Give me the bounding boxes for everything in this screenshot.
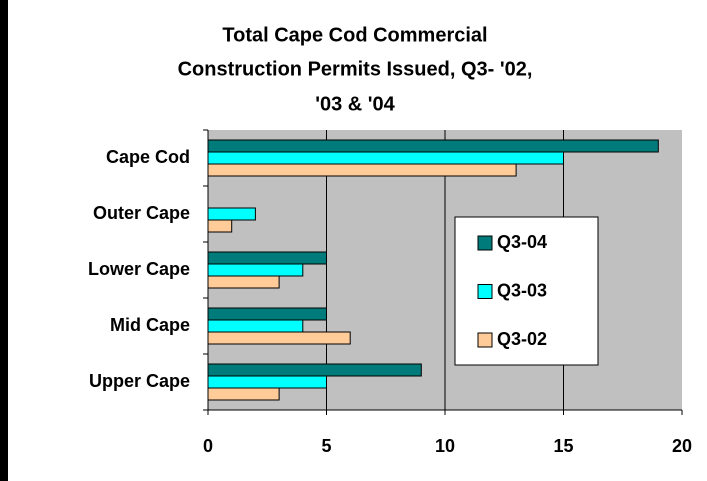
bar bbox=[207, 319, 304, 333]
bar bbox=[207, 263, 304, 277]
legend-label: Q3-02 bbox=[497, 329, 547, 349]
bar bbox=[207, 151, 564, 165]
legend-label: Q3-04 bbox=[497, 232, 547, 252]
x-tick-label: 15 bbox=[553, 436, 573, 456]
chart-title: Construction Permits Issued, Q3- '02, bbox=[178, 58, 533, 80]
y-tick-label: Cape Cod bbox=[106, 147, 190, 167]
chart-title: '03 & '04 bbox=[315, 93, 395, 115]
left-edge bbox=[0, 0, 8, 481]
y-tick-label: Upper Cape bbox=[89, 371, 190, 391]
y-tick-label: Lower Cape bbox=[88, 259, 190, 279]
chart-title: Total Cape Cod Commercial bbox=[222, 24, 487, 46]
bar bbox=[207, 387, 280, 401]
bar bbox=[207, 331, 351, 345]
bar bbox=[207, 251, 327, 265]
legend-swatch bbox=[477, 284, 493, 299]
bar bbox=[207, 375, 327, 389]
legend-label: Q3-03 bbox=[497, 280, 547, 300]
bar bbox=[207, 139, 659, 153]
legend-swatch bbox=[477, 332, 493, 348]
y-tick-label: Mid Cape bbox=[110, 315, 190, 335]
bar bbox=[207, 275, 280, 289]
bar bbox=[207, 207, 256, 221]
x-tick-label: 5 bbox=[321, 436, 331, 456]
legend-swatch bbox=[477, 235, 493, 251]
bar bbox=[207, 163, 517, 177]
bar bbox=[207, 307, 327, 321]
bar bbox=[207, 219, 233, 233]
y-tick-label: Outer Cape bbox=[93, 203, 190, 223]
x-tick-label: 0 bbox=[203, 436, 213, 456]
x-tick-label: 20 bbox=[672, 436, 692, 456]
x-tick-label: 10 bbox=[435, 436, 455, 456]
bar bbox=[207, 363, 422, 377]
